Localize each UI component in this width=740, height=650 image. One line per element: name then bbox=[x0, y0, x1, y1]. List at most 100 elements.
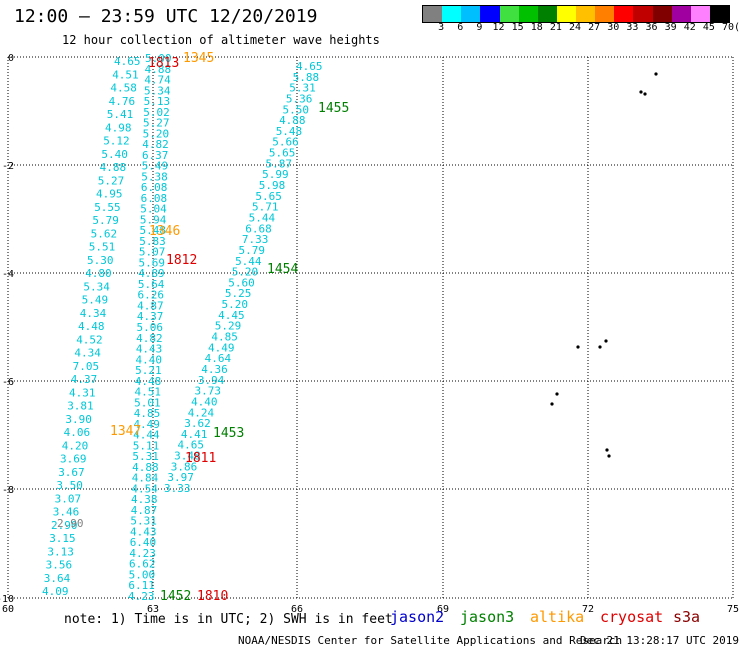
swh-value-track-a: 5.34 bbox=[83, 280, 110, 293]
swh-value-track-c: 3.97 bbox=[167, 471, 194, 484]
color-swatch bbox=[690, 6, 710, 22]
swh-value-track-b: 5.31 bbox=[130, 515, 157, 528]
color-swatch bbox=[499, 6, 519, 22]
pass-time-label: 1345 bbox=[183, 51, 214, 66]
x-tick-label: 69 bbox=[437, 604, 449, 615]
swh-value-track-a: 4.20 bbox=[62, 439, 89, 452]
swh-value-track-b: 5.31 bbox=[132, 450, 159, 463]
x-tick-label: 60 bbox=[2, 604, 14, 615]
color-swatch bbox=[709, 6, 729, 22]
swh-value-track-b: 4.23 bbox=[129, 547, 156, 560]
swh-value-track-a: 3.90 bbox=[65, 413, 92, 426]
island-marker bbox=[576, 345, 580, 349]
swh-value-track-b: 4.48 bbox=[135, 375, 162, 388]
x-tick-label: 66 bbox=[291, 604, 303, 615]
scale-tick-label: 30 bbox=[607, 22, 620, 33]
swh-value-track-a: 3.56 bbox=[46, 559, 73, 572]
pass-time-label: 1810 bbox=[197, 589, 228, 604]
swh-value-track-b: 6.11 bbox=[128, 579, 155, 592]
color-swatch bbox=[442, 6, 462, 22]
swh-value-track-c: 5.98 bbox=[259, 179, 286, 192]
swh-value-track-b: 4.37 bbox=[137, 310, 164, 323]
swh-value-track-a: 4.52 bbox=[76, 333, 103, 346]
color-swatch bbox=[556, 6, 576, 22]
swh-value-track-c: 5.71 bbox=[252, 201, 279, 214]
swh-value-track-a: 5.49 bbox=[82, 294, 109, 307]
swh-value-track-c: 5.50 bbox=[282, 103, 309, 116]
y-tick-label: -8 bbox=[2, 485, 14, 496]
scale-tick-label: 33 bbox=[626, 22, 639, 33]
x-tick-label: 75 bbox=[727, 604, 739, 615]
swh-value-track-c: 4.45 bbox=[218, 309, 245, 322]
color-swatch bbox=[652, 6, 672, 22]
swh-value-track-b: 4.82 bbox=[136, 332, 163, 345]
map-title: 12:00 – 23:59 UTC 12/20/2019 bbox=[14, 6, 318, 27]
swh-value-track-b: 4.82 bbox=[142, 138, 169, 151]
swh-value-track-a: 5.51 bbox=[89, 241, 116, 254]
swh-value-track-b: 5.01 bbox=[134, 396, 161, 409]
swh-value-track-b: 5.11 bbox=[133, 439, 160, 452]
pass-time-label: 1812 bbox=[166, 253, 197, 268]
swh-value-track-b: 4.54 bbox=[131, 482, 158, 495]
swh-value-track-a: 4.58 bbox=[110, 82, 136, 95]
color-swatch bbox=[423, 6, 443, 22]
scale-tick-label: 9 bbox=[476, 22, 483, 33]
swh-value-track-b: 4.84 bbox=[132, 472, 159, 485]
swh-value-track-b: 5.27 bbox=[143, 117, 170, 130]
scale-tick-label: 15 bbox=[511, 22, 524, 33]
swh-value-track-a: 4.09 bbox=[42, 585, 69, 598]
swh-value-track-b: 4.87 bbox=[131, 504, 158, 517]
swh-value-track-a: 7.05 bbox=[73, 360, 100, 373]
swh-value-track-c: 4.85 bbox=[211, 331, 238, 344]
swh-value-track-c: 3.33 bbox=[164, 482, 191, 495]
swh-value-track-b: 6.62 bbox=[129, 558, 156, 571]
scale-tick-label: 21 bbox=[549, 22, 562, 33]
footnote: note: 1) Time is in UTC; 2) SWH is in fe… bbox=[64, 612, 393, 627]
color-swatch bbox=[595, 6, 615, 22]
swh-value-track-c: 5.29 bbox=[215, 320, 242, 333]
swh-value-track-c: 4.49 bbox=[208, 341, 235, 354]
swh-value-track-b: 4.51 bbox=[134, 386, 161, 399]
swh-value-track-b: 5.06 bbox=[137, 321, 164, 334]
swh-value-track-a: 2.90 bbox=[51, 519, 78, 532]
pass-time-label: 1453 bbox=[213, 426, 244, 441]
swh-value-track-c: 4.65 bbox=[296, 60, 323, 73]
scale-tick-label: 6 bbox=[457, 22, 464, 33]
swh-value-track-a: 4.31 bbox=[69, 386, 96, 399]
y-tick-label: -6 bbox=[2, 377, 14, 388]
x-tick-label: 63 bbox=[147, 604, 159, 615]
scale-tick-label: 12 bbox=[492, 22, 505, 33]
swh-value-track-a: 5.55 bbox=[94, 201, 121, 214]
swh-value-track-b: 5.04 bbox=[140, 203, 167, 216]
scale-tick-label: 39 bbox=[664, 22, 677, 33]
swh-value-track-c: 3.86 bbox=[171, 460, 198, 473]
island-marker bbox=[550, 402, 554, 406]
swh-value-track-b: 5.83 bbox=[139, 235, 166, 248]
swh-value-track-c: 5.66 bbox=[272, 136, 299, 149]
island-marker bbox=[654, 72, 658, 76]
generated-timestamp: Dec 21 13:28:17 UTC 2019 bbox=[580, 634, 739, 647]
swh-value-track-b: 5.48 bbox=[140, 224, 167, 237]
island-marker bbox=[598, 345, 602, 349]
scale-tick-label: 27 bbox=[588, 22, 601, 33]
color-swatch bbox=[537, 6, 557, 22]
map-subtitle: 12 hour collection of altimeter wave hei… bbox=[62, 33, 380, 47]
swh-value-track-c: 5.65 bbox=[255, 190, 282, 203]
swh-value-track-c: 4.64 bbox=[205, 352, 232, 365]
swh-value-track-c: 5.48 bbox=[276, 125, 303, 138]
scale-tick-label: 18 bbox=[530, 22, 543, 33]
swh-value-track-b: 4.85 bbox=[134, 407, 161, 420]
legend-s3a: s3a bbox=[673, 608, 701, 626]
swh-value-track-b: 4.88 bbox=[145, 63, 172, 76]
swh-value-track-a: 3.50 bbox=[56, 479, 83, 492]
swh-value-track-c: 5.44 bbox=[235, 255, 262, 268]
swh-value-track-a: 5.41 bbox=[107, 108, 134, 121]
island-marker bbox=[605, 448, 609, 452]
swh-value-track-c: 3.73 bbox=[194, 385, 221, 398]
swh-value-track-b: 5.34 bbox=[144, 84, 171, 97]
swh-value-track-c: 5.25 bbox=[225, 287, 252, 300]
pass-time-label: 1454 bbox=[267, 262, 298, 277]
swh-value-track-b: 5.69 bbox=[139, 256, 166, 269]
y-tick-label: -4 bbox=[2, 269, 14, 280]
swh-value-track-c: 5.20 bbox=[232, 266, 259, 279]
